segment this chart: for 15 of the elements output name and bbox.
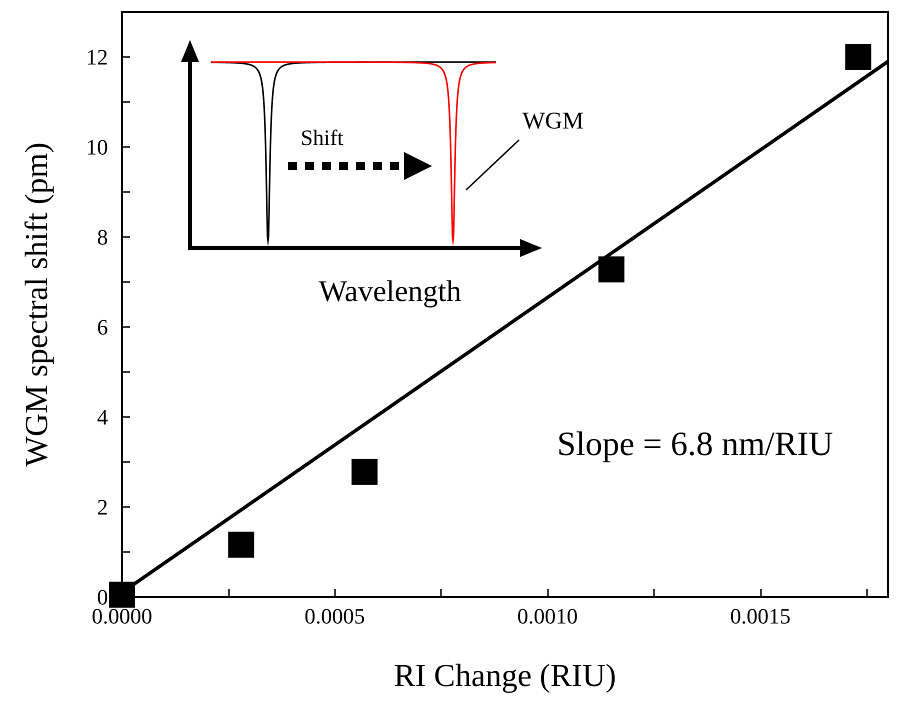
annotation: Shift — [300, 125, 344, 151]
y-tick-label: 10 — [86, 134, 108, 160]
annotation: Wavelength — [318, 275, 462, 309]
y-tick-label: 2 — [97, 494, 108, 520]
y-tick-label: 12 — [86, 44, 108, 70]
annotation: WGM — [522, 108, 584, 136]
x-tick-label: 0.0005 — [304, 604, 366, 628]
y-tick-label: 8 — [97, 224, 108, 250]
x-tick-label: 0.0010 — [517, 604, 578, 628]
y-tick-label: 4 — [97, 404, 108, 430]
y-tick-label: 6 — [97, 314, 108, 340]
y-axis-title: WGM spectral shift (pm) — [18, 142, 54, 467]
x-tick-label: 0.0015 — [730, 604, 791, 628]
annotation: Slope = 6.8 nm/RIU — [556, 426, 834, 464]
x-axis-title: RI Change (RIU) — [394, 657, 616, 693]
